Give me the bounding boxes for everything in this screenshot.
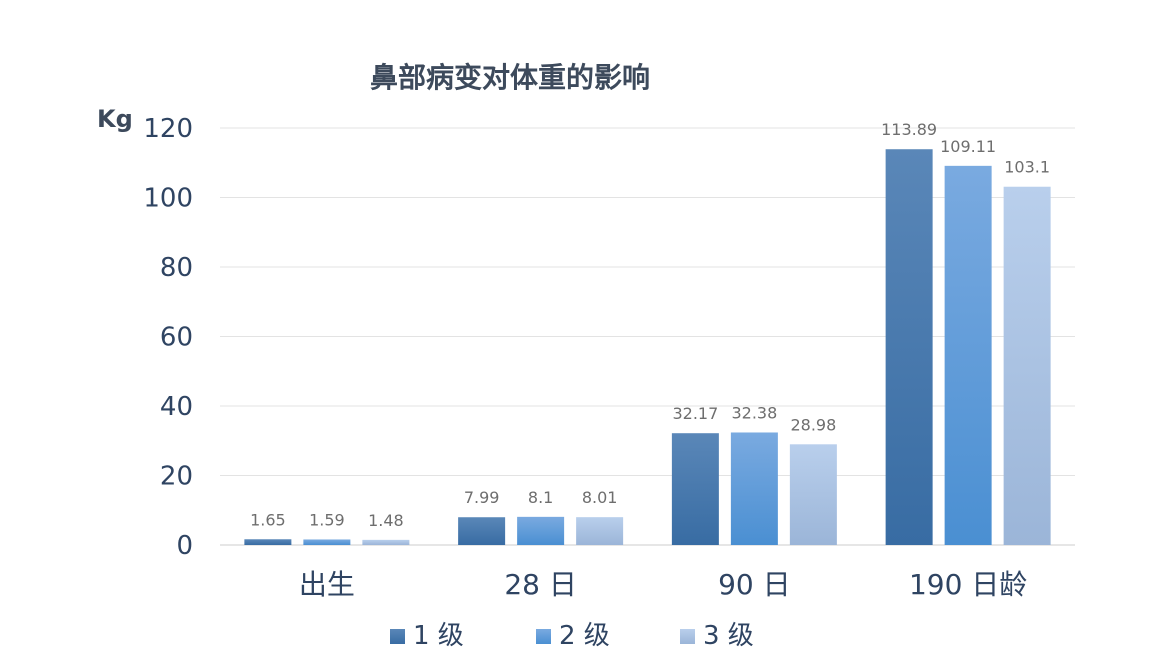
data-label: 103.1 (1004, 158, 1050, 177)
x-tick-label: 出生 (299, 568, 355, 601)
legend-label: 1 级 (413, 621, 464, 651)
y-tick-label: 120 (143, 114, 193, 144)
bar-3-1[interactable] (362, 539, 410, 545)
y-axis-ticks: 0 20 40 60 80 100 120 (143, 114, 193, 561)
data-label: 8.01 (582, 488, 618, 507)
data-label: 109.11 (940, 137, 996, 156)
y-tick-label: 60 (160, 323, 193, 353)
data-label: 1.59 (309, 510, 345, 529)
data-label: 1.48 (368, 511, 404, 530)
data-label: 28.98 (790, 415, 836, 434)
y-tick-label: 20 (160, 462, 193, 492)
y-axis-unit-label: Kg (97, 105, 133, 133)
y-tick-label: 40 (160, 392, 193, 422)
data-labels: 1.65 1.59 1.48 7.99 8.1 8.01 32.17 32.38 28.98 11… (250, 120, 1050, 530)
bar-3-4[interactable] (1003, 186, 1051, 546)
bar-2-1[interactable] (303, 539, 351, 545)
legend-item-2[interactable]: 2 级 (536, 621, 610, 651)
y-tick-label: 100 (143, 184, 193, 214)
legend-swatch (680, 629, 695, 644)
bar-1-2[interactable] (458, 517, 506, 545)
x-tick-label: 90 日 (718, 568, 791, 601)
legend-item-3[interactable]: 3 级 (680, 621, 754, 651)
data-label: 7.99 (464, 488, 500, 507)
data-label: 113.89 (881, 120, 937, 139)
data-label: 8.1 (528, 488, 553, 507)
data-label: 32.17 (672, 404, 718, 423)
bar-3-3[interactable] (789, 444, 837, 545)
bar-1-4[interactable] (885, 149, 933, 546)
chart-title: 鼻部病变对体重的影响 (370, 61, 650, 94)
x-tick-label: 190 日龄 (909, 568, 1027, 601)
y-tick-label: 80 (160, 253, 193, 283)
bar-2-3[interactable] (730, 432, 778, 545)
bar-1-1[interactable] (244, 539, 292, 545)
data-label: 1.65 (250, 510, 286, 529)
legend-swatch (390, 629, 405, 644)
data-label: 32.38 (731, 403, 777, 422)
legend-item-1[interactable]: 1 级 (390, 621, 464, 651)
bar-2-4[interactable] (944, 165, 992, 545)
x-axis-ticks: 出生 28 日 90 日 190 日龄 (299, 568, 1027, 601)
legend-label: 3 级 (703, 621, 754, 651)
x-tick-label: 28 日 (504, 568, 577, 601)
bar-3-2[interactable] (576, 517, 624, 545)
bar-1-3[interactable] (671, 433, 719, 545)
legend[interactable]: 1 级 2 级 3 级 (390, 621, 754, 651)
bar-2-2[interactable] (517, 516, 565, 545)
bars (244, 149, 1051, 546)
legend-label: 2 级 (559, 621, 610, 651)
y-tick-label: 0 (176, 531, 193, 561)
legend-swatch (536, 629, 551, 644)
